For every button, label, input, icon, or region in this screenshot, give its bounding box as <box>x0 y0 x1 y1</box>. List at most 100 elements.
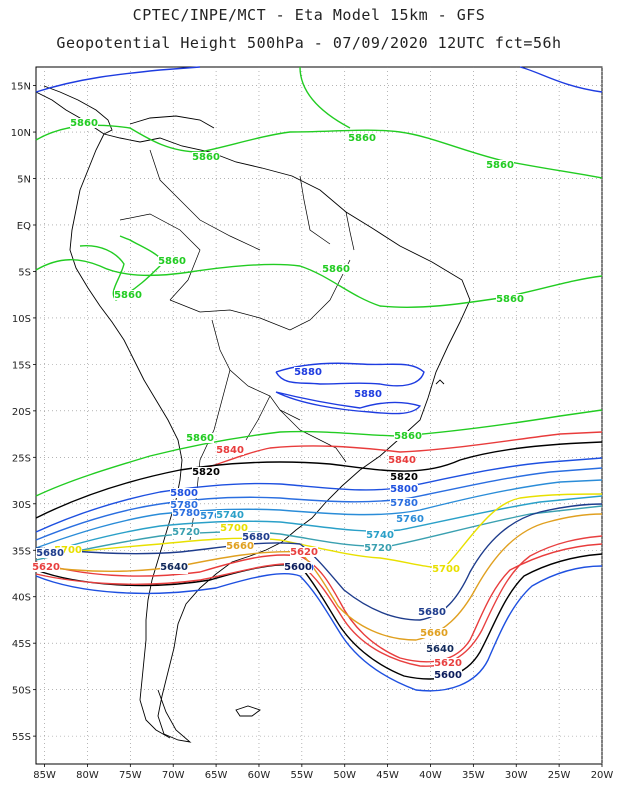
lat-tick-label: EQ <box>17 221 31 232</box>
lon-tick-label: 80W <box>76 770 99 781</box>
contour-label-5620: 5620 <box>290 547 318 558</box>
contour-label-5820: 5820 <box>192 467 220 478</box>
contour-5820-line <box>35 553 603 680</box>
axis-ticks: 15N10N5NEQ5S10S15S20S25S30S35S40S45S50S5… <box>11 82 614 781</box>
contour-label-5800: 5800 <box>390 484 418 495</box>
country-borders <box>119 149 355 541</box>
lon-tick-label: 70W <box>162 770 185 781</box>
contour-labels: 5880 5880 5860 5860 5860 5860 5860 5860 5860 5860… <box>32 118 524 681</box>
contour-label-bg <box>390 484 418 494</box>
contour-label-5880: 5880 <box>294 367 322 378</box>
map-title-line1: CPTEC/INPE/MCT - Eta Model 15km - GFS <box>132 6 486 24</box>
contour-5740-line <box>35 495 603 557</box>
lon-tick-label: 30W <box>505 770 528 781</box>
contour-label-bg <box>388 455 416 465</box>
contour-label-5700: 5700 <box>220 523 248 534</box>
contour-label-5860: 5860 <box>348 133 376 144</box>
contour-label-bg <box>290 547 318 557</box>
lon-tick-label: 40W <box>419 770 442 781</box>
contour-label-bg <box>70 118 98 128</box>
contour-5620-line <box>35 535 603 667</box>
contour-label-5860: 5860 <box>394 431 422 442</box>
contour-label-bg <box>396 514 424 524</box>
contour-label-bg <box>294 367 322 377</box>
lon-tick-label: 20W <box>591 770 614 781</box>
contour-5800-line <box>35 565 603 692</box>
contour-label-bg <box>160 562 188 572</box>
coastlines <box>35 85 471 743</box>
contour-label-5860: 5860 <box>496 294 524 305</box>
contour-label-bg <box>158 256 186 266</box>
contour-label-bg <box>226 541 254 551</box>
lat-tick-label: 5S <box>18 267 31 278</box>
lat-tick-label: 35S <box>12 546 31 557</box>
contour-label-bg <box>390 472 418 482</box>
contour-label-bg <box>394 431 422 441</box>
contour-label-5840: 5840 <box>216 445 244 456</box>
lat-tick-label: 15N <box>11 82 31 93</box>
contour-label-bg <box>200 511 228 521</box>
contour-label-5860: 5860 <box>70 118 98 129</box>
contour-label-bg <box>186 433 214 443</box>
height-contours <box>35 66 603 692</box>
contour-label-5640: 5640 <box>426 644 454 655</box>
contour-label-bg <box>434 670 462 680</box>
contour-label-bg <box>390 498 418 508</box>
lat-tick-label: 10S <box>12 314 31 325</box>
lat-tick-label: 25S <box>12 453 31 464</box>
contour-label-5740: 5740 <box>216 510 244 521</box>
contour-label-bg <box>36 548 64 558</box>
contour-label-5680: 5680 <box>242 532 270 543</box>
contour-label-5720: 5720 <box>364 543 392 554</box>
contour-5720-line <box>35 505 603 561</box>
contour-label-bg <box>54 545 82 555</box>
contour-label-bg <box>170 488 198 498</box>
lon-tick-label: 60W <box>248 770 271 781</box>
contour-label-5780: 5780 <box>390 498 418 509</box>
contour-5880-line <box>275 362 425 387</box>
contour-label-5860: 5860 <box>186 433 214 444</box>
contour-5760-line <box>35 479 603 549</box>
contour-label-bg <box>284 562 312 572</box>
lon-tick-label: 45W <box>376 770 399 781</box>
lon-tick-label: 65W <box>205 770 228 781</box>
contour-5800-line <box>35 457 603 533</box>
lat-tick-label: 30S <box>12 500 31 511</box>
lat-tick-label: 20S <box>12 407 31 418</box>
contour-5860-line <box>299 66 351 129</box>
contour-label-bg <box>322 264 350 274</box>
lat-tick-label: 5N <box>17 175 31 186</box>
contour-5840-line <box>35 543 603 663</box>
contour-label-bg <box>434 658 462 668</box>
contour-5860-line <box>35 124 603 179</box>
contour-5880-line <box>519 66 603 93</box>
contour-label-bg <box>354 389 382 399</box>
contour-label-5860: 5860 <box>114 290 142 301</box>
contour-label-5860: 5860 <box>486 160 514 171</box>
contour-label-bg <box>172 527 200 537</box>
contour-label-bg <box>366 530 394 540</box>
map-title-line2: Geopotential Height 500hPa - 07/09/2020 … <box>56 34 562 52</box>
contour-label-bg <box>486 160 514 170</box>
contour-label-5600: 5600 <box>434 670 462 681</box>
contour-label-bg <box>32 562 60 572</box>
lon-tick-label: 75W <box>119 770 142 781</box>
contour-5820-line <box>35 441 603 519</box>
lon-tick-label: 85W <box>33 770 56 781</box>
contour-label-bg <box>114 290 142 300</box>
lon-tick-label: 35W <box>462 770 485 781</box>
contour-label-bg <box>220 523 248 533</box>
contour-label-bg <box>216 510 244 520</box>
contour-label-5600: 5600 <box>284 562 312 573</box>
contour-5680-line <box>35 503 603 621</box>
contour-5780-line <box>35 467 603 541</box>
contour-label-5840: 5840 <box>388 455 416 466</box>
contour-label-bg <box>418 607 446 617</box>
contour-label-5680: 5680 <box>418 607 446 618</box>
contour-label-5780: 5780 <box>172 508 200 519</box>
contour-label-bg <box>216 445 244 455</box>
plot-frame <box>35 66 603 765</box>
contour-label-bg <box>432 564 460 574</box>
contour-label-5740: 5740 <box>366 530 394 541</box>
